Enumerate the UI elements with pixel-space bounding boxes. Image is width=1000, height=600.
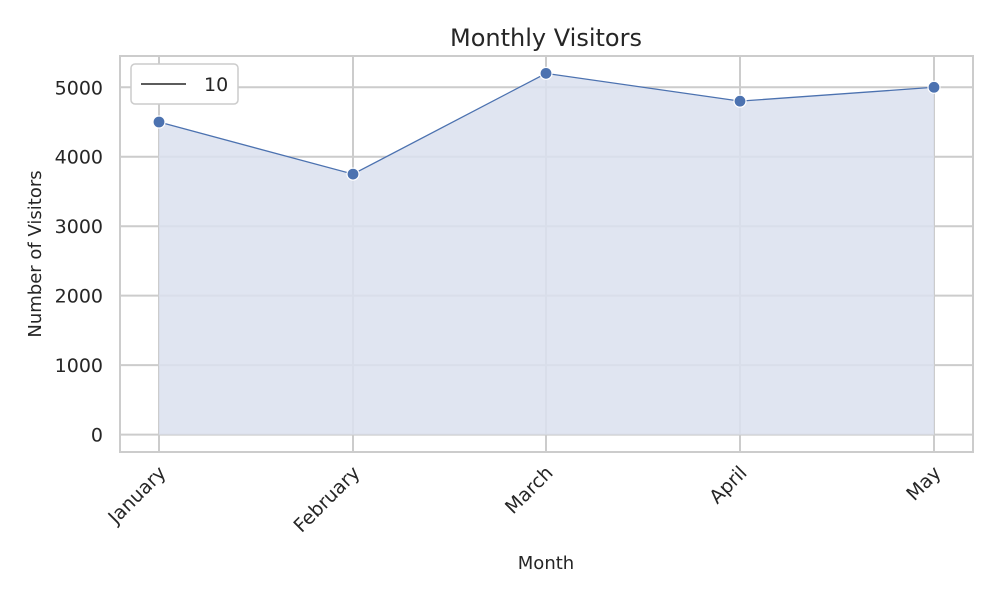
y-tick-label: 5000 bbox=[55, 77, 103, 99]
y-tick-label: 1000 bbox=[55, 355, 103, 377]
area-series bbox=[159, 73, 934, 435]
y-tick-label: 3000 bbox=[55, 216, 103, 238]
y-axis-label: Number of Visitors bbox=[25, 170, 46, 337]
plot-frame bbox=[119, 55, 974, 453]
y-tick-labels: 0 1000 2000 3000 4000 5000 bbox=[55, 77, 103, 446]
legend: 10 bbox=[130, 63, 239, 105]
legend-entry-label: 10 bbox=[204, 74, 228, 96]
y-tick-label: 0 bbox=[91, 425, 103, 447]
data-point-february bbox=[346, 167, 360, 181]
data-point-january bbox=[152, 115, 166, 129]
area-fill bbox=[159, 73, 934, 435]
data-point-april bbox=[733, 94, 747, 108]
data-point-march bbox=[539, 66, 553, 80]
y-tick-label: 2000 bbox=[55, 286, 103, 308]
data-point-may bbox=[927, 80, 941, 94]
y-tick-label: 4000 bbox=[55, 147, 103, 169]
x-axis-label: Month bbox=[518, 553, 574, 574]
chart-title: Monthly Visitors bbox=[450, 24, 642, 52]
data-points bbox=[152, 66, 941, 181]
